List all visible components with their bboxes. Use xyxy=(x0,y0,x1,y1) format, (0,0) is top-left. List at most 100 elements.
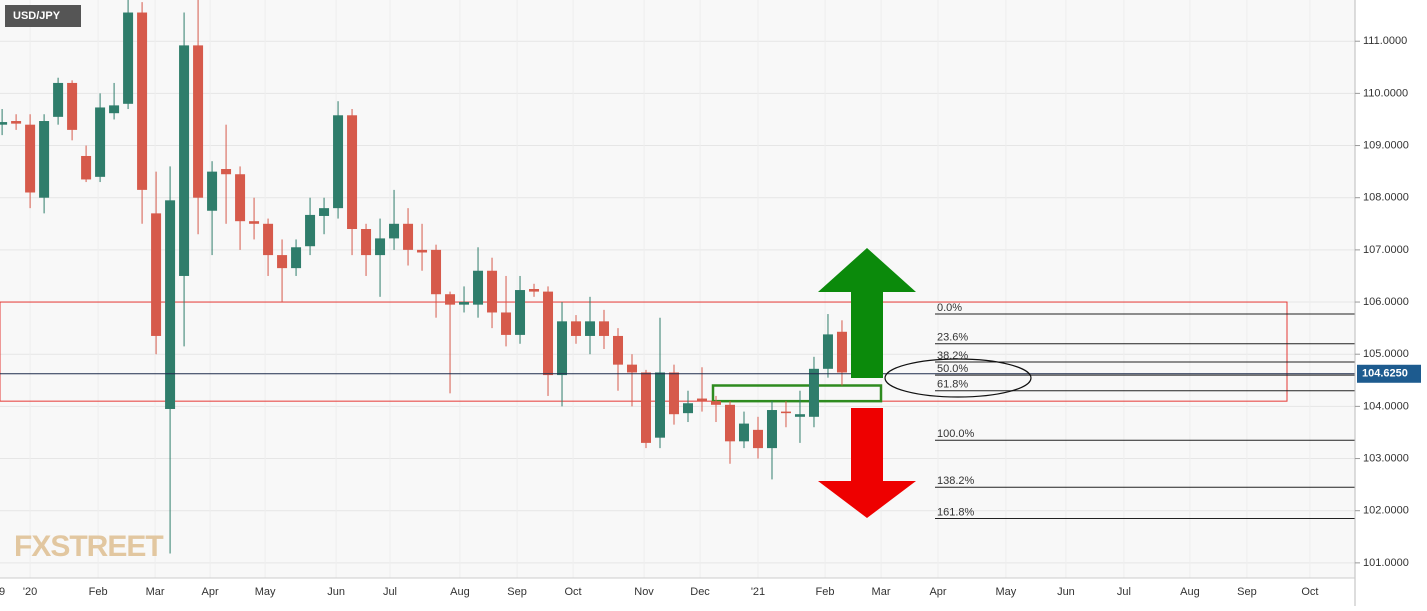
y-tick-label: 104.0000 xyxy=(1363,400,1409,412)
x-tick-label: Feb xyxy=(816,586,835,598)
candle-body xyxy=(193,45,204,198)
y-tick-label: 107.0000 xyxy=(1363,244,1409,256)
candle-body xyxy=(123,12,134,104)
x-tick-label: '21 xyxy=(751,586,765,598)
x-tick-label: Mar xyxy=(146,586,165,598)
candle-body xyxy=(25,124,36,193)
candle-body xyxy=(95,107,106,177)
down-arrow xyxy=(818,408,916,518)
highlight-ellipse xyxy=(884,358,1032,398)
zone xyxy=(711,384,883,403)
candle-body xyxy=(822,334,833,369)
fib-label: 161.8% xyxy=(937,506,975,518)
candle-body xyxy=(375,238,386,256)
y-tick-label: 102.0000 xyxy=(1363,505,1409,517)
candle-body xyxy=(361,229,372,256)
x-tick-label: Aug xyxy=(450,586,470,598)
last-price-label: 104.6250 xyxy=(1362,368,1408,380)
x-tick-label: May xyxy=(996,586,1017,598)
y-tick-label: 110.0000 xyxy=(1363,87,1408,99)
x-tick-label: Dec xyxy=(690,586,710,598)
candle-body xyxy=(347,115,358,230)
candle-body xyxy=(808,368,819,417)
candle-body xyxy=(445,294,456,305)
candle-body xyxy=(333,115,344,209)
fib-label: 61.8% xyxy=(937,379,968,391)
candle-body xyxy=(529,289,540,292)
candle-body xyxy=(794,414,805,417)
candle-body xyxy=(585,321,596,336)
candle-body xyxy=(655,372,666,438)
candle-body xyxy=(613,335,624,365)
candle-body xyxy=(627,364,638,373)
x-tick-label: Apr xyxy=(929,586,946,598)
candle-body xyxy=(459,302,470,305)
y-tick-label: 109.0000 xyxy=(1363,139,1409,151)
candle-body xyxy=(557,321,568,376)
fib-label: 138.2% xyxy=(937,475,975,487)
candle-body xyxy=(571,321,582,336)
fib-label: 38.2% xyxy=(937,350,968,362)
y-tick-label: 103.0000 xyxy=(1363,452,1409,464)
fib-label: 23.6% xyxy=(937,332,968,344)
candle-body xyxy=(67,82,78,130)
candle-body xyxy=(738,423,749,442)
candle-body xyxy=(165,200,176,409)
candle-body xyxy=(291,247,302,269)
x-tick-label: Mar xyxy=(872,586,891,598)
y-tick-label: 111.0000 xyxy=(1363,35,1407,47)
x-tick-label: Nov xyxy=(634,586,654,598)
y-tick-label: 101.0000 xyxy=(1363,557,1409,569)
watermark: FXSTREET xyxy=(14,530,163,563)
candle-body xyxy=(249,221,260,224)
fib-label: 0.0% xyxy=(937,302,962,314)
fib-label: 50.0% xyxy=(937,363,968,375)
candle-body xyxy=(207,171,218,211)
symbol-box xyxy=(5,5,81,27)
x-tick-label: Sep xyxy=(1237,586,1257,598)
candle-body xyxy=(403,223,414,250)
fib-label: 100.0% xyxy=(937,428,975,440)
candle-body xyxy=(235,174,246,222)
candle-body xyxy=(473,270,484,305)
x-tick-label: Feb xyxy=(89,586,108,598)
candle-body xyxy=(319,208,330,216)
candle-body xyxy=(417,249,428,253)
candle-body xyxy=(752,429,763,449)
y-tick-label: 106.0000 xyxy=(1363,296,1409,308)
y-tick-label: 105.0000 xyxy=(1363,348,1409,360)
candle-body xyxy=(599,321,610,336)
candle-body xyxy=(501,312,512,335)
candle-body xyxy=(543,291,554,376)
x-tick-label: Jun xyxy=(1057,586,1075,598)
candle-body xyxy=(277,255,288,269)
candle-body xyxy=(641,372,652,443)
candle-body xyxy=(263,223,274,256)
candle-body xyxy=(515,290,526,335)
x-tick-label: Jul xyxy=(383,586,397,598)
up-arrow xyxy=(818,248,916,378)
candle-body xyxy=(11,121,22,124)
candle-body xyxy=(836,331,847,373)
x-tick-label: Jul xyxy=(1117,586,1131,598)
last-price-box xyxy=(1357,364,1421,383)
x-tick-label: Oct xyxy=(565,586,582,598)
candle-body xyxy=(682,403,693,414)
candle-body xyxy=(669,372,680,415)
candle-body xyxy=(305,214,316,247)
candle-body xyxy=(0,122,8,125)
candle-body xyxy=(137,12,148,190)
x-tick-label: Jun xyxy=(327,586,345,598)
x-tick-label: Sep xyxy=(507,586,527,598)
plot-area xyxy=(0,0,1355,578)
x-tick-label: '20 xyxy=(23,586,37,598)
x-tick-label: Oct xyxy=(1301,586,1318,598)
candle-body xyxy=(724,404,735,442)
candle-body xyxy=(780,411,791,414)
candle-body xyxy=(766,410,777,449)
x-tick-label: Aug xyxy=(1180,586,1200,598)
candle-body xyxy=(179,45,190,276)
candle-body xyxy=(39,121,50,198)
candle-body xyxy=(81,155,92,180)
